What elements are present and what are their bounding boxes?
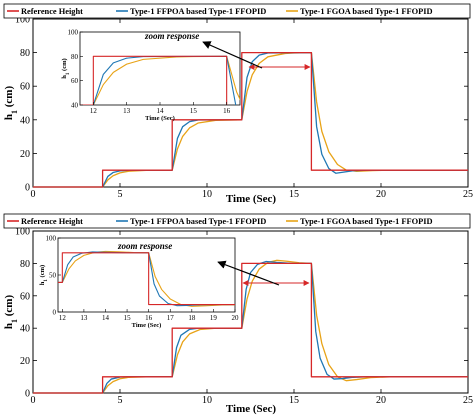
- x-tick-label: 10: [202, 395, 212, 406]
- inset-y-tick-label: 100: [46, 235, 57, 243]
- inset-series-group: [80, 55, 240, 105]
- inset-plot-area: [57, 237, 236, 313]
- x-tick-label: 25: [463, 189, 473, 200]
- inset-y-axis-label-main: h: [39, 281, 46, 285]
- y-tick-label: 100: [15, 227, 30, 238]
- x-axis-label: Time (Sec): [226, 403, 277, 415]
- inset-x-tick-label: 20: [232, 314, 240, 322]
- inset-x-tick-label: 12: [59, 314, 67, 322]
- y-tick-label: 100: [15, 15, 30, 26]
- y-tick-label: 20: [20, 356, 30, 367]
- y-axis-label-subscript: 1: [10, 319, 19, 323]
- inset-x-tick-label: 18: [188, 314, 196, 322]
- inset-x-tick-label: 15: [124, 314, 132, 322]
- legend-entry-0: Reference Height: [21, 7, 83, 16]
- y-tick-label: 80: [20, 48, 30, 59]
- y-tick-label: 60: [20, 291, 30, 302]
- x-tick-label: 20: [376, 189, 386, 200]
- y-axis-label-unit: (cm): [3, 86, 15, 110]
- legend-box: [3, 3, 471, 19]
- inset-x-tick-label: 16: [145, 314, 153, 322]
- x-tick-label: 15: [289, 189, 299, 200]
- x-axis-label: Time (Sec): [226, 193, 277, 205]
- inset-x-tick-label: 19: [210, 314, 218, 322]
- y-axis-label: h1 (cm): [3, 295, 19, 330]
- inset-x-tick-label: 13: [80, 314, 88, 322]
- y-tick-label: 40: [20, 115, 30, 126]
- x-tick-label: 5: [118, 395, 123, 406]
- legend-entry-2: Type-1 FGOA based Type-1 FFOPID: [300, 217, 433, 226]
- y-axis-label-main: h: [3, 323, 15, 329]
- x-tick-label: 25: [463, 395, 473, 406]
- inset-y-axis-label: h1 (cm): [61, 58, 71, 78]
- series-line-2: [33, 51, 468, 188]
- inset-series-line-2: [80, 55, 240, 105]
- series-line-1: [33, 51, 468, 188]
- inset-y-axis-label: h1 (cm): [39, 265, 49, 285]
- legend-entry-2: Type-1 FGOA based Type-1 FFOPID: [300, 7, 433, 16]
- inset-series-line-0: [58, 252, 235, 306]
- inset-y-tick-label: 50: [49, 272, 57, 280]
- y-axis-label: h1 (cm): [3, 86, 19, 121]
- inset-series-group: [58, 250, 235, 307]
- inset-y-tick-label: 100: [68, 29, 79, 37]
- x-tick-label: 5: [118, 189, 123, 200]
- inset-x-axis-label: Time (Sec): [145, 115, 175, 122]
- y-axis-label-subscript: 1: [10, 110, 19, 114]
- x-tick-label: 20: [376, 395, 386, 406]
- x-tick-label: 15: [289, 395, 299, 406]
- y-tick-label: 20: [20, 149, 30, 160]
- zoom-pointer-arrow: [202, 41, 263, 69]
- inset-y-axis-label-subscript: 1: [66, 72, 71, 75]
- x-tick-label: 10: [202, 189, 212, 200]
- inset-y-tick-label: 60: [71, 77, 79, 85]
- inset-x-tick-label: 16: [223, 107, 231, 115]
- inset-y-axis-label-unit: (cm): [61, 58, 68, 72]
- x-tick-label: 0: [31, 189, 36, 200]
- inset-y-tick-label: 0: [53, 309, 57, 317]
- series-line-0: [33, 51, 468, 188]
- zoom-response-label: zoom response: [117, 241, 172, 251]
- y-tick-label: 60: [20, 82, 30, 93]
- inset-y-axis-label-unit: (cm): [39, 265, 46, 279]
- inset-y-axis-label-subscript: 1: [44, 279, 49, 282]
- legend-entry-0: Reference Height: [21, 217, 83, 226]
- inset-series-line-1: [80, 55, 237, 105]
- inset-y-axis-label-main: h: [61, 75, 68, 79]
- y-tick-label: 40: [20, 324, 30, 335]
- inset-x-tick-label: 12: [90, 107, 98, 115]
- series-line-0: [33, 262, 468, 394]
- inset-x-tick-label: 14: [157, 107, 165, 115]
- inset-plot-area: [79, 31, 241, 106]
- inset-y-tick-label: 40: [71, 102, 79, 110]
- inset-x-tick-label: 14: [102, 314, 110, 322]
- zoom-pointer-arrow: [217, 260, 280, 286]
- y-tick-label: 0: [25, 183, 30, 194]
- inset-x-tick-label: 15: [190, 107, 198, 115]
- legend-entry-1: Type-1 FFPOA based Type-1 FFOPID: [130, 217, 266, 226]
- y-tick-label: 80: [20, 259, 30, 270]
- y-axis-label-unit: (cm): [3, 295, 15, 319]
- zoom-response-label: zoom response: [144, 31, 199, 41]
- inset-series-line-0: [80, 55, 228, 105]
- y-axis-label-main: h: [3, 114, 15, 120]
- x-tick-label: 0: [31, 395, 36, 406]
- inset-x-axis-label: Time (Sec): [132, 322, 162, 329]
- inset-y-tick-label: 80: [71, 53, 79, 61]
- legend-box: [3, 213, 471, 229]
- y-tick-label: 0: [25, 389, 30, 400]
- legend-entry-1: Type-1 FFPOA based Type-1 FFOPID: [130, 7, 266, 16]
- inset-x-tick-label: 13: [123, 107, 131, 115]
- inset-x-tick-label: 17: [167, 314, 175, 322]
